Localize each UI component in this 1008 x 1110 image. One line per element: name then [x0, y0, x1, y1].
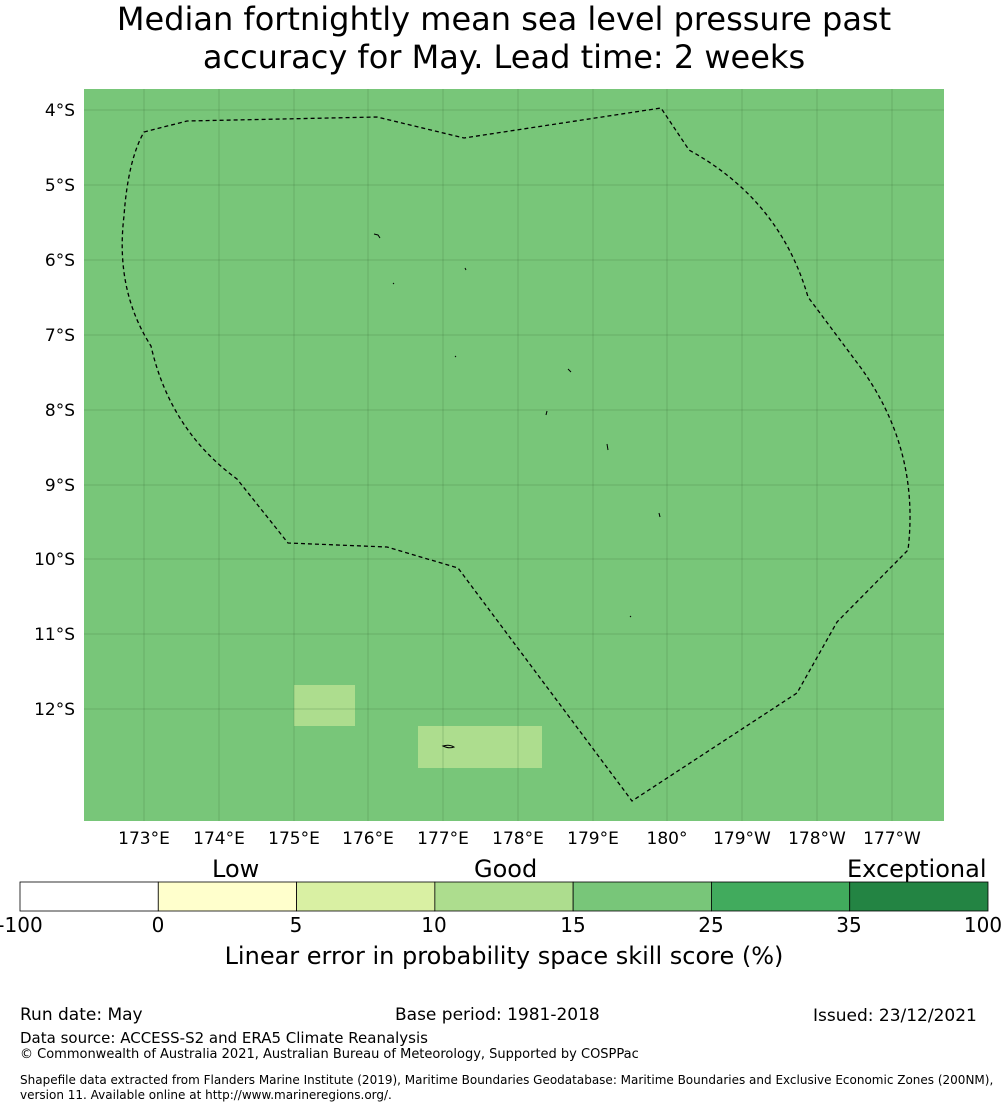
- colorbar-title: Linear error in probability space skill …: [224, 942, 784, 970]
- island: [441, 744, 456, 749]
- lon-label: 173°E: [118, 829, 170, 849]
- colorbar-swatch: [296, 881, 436, 912]
- lon-label: 179°E: [567, 829, 619, 849]
- colorbar-swatch: [711, 881, 851, 912]
- colorbar-swatch: [434, 881, 574, 912]
- colorbar-swatch: [572, 881, 712, 912]
- eez-boundary: [121, 107, 911, 802]
- lon-label: 180°: [647, 829, 688, 849]
- colorbar-tick-label: 0: [151, 913, 165, 937]
- lon-label: 174°E: [193, 829, 245, 849]
- lon-label: 176°E: [342, 829, 394, 849]
- island: [629, 615, 632, 618]
- shapefile-credit: Shapefile data extracted from Flanders M…: [20, 1073, 994, 1102]
- run-date: Run date: May: [20, 1005, 143, 1025]
- colorbar-tick-label: 15: [560, 913, 586, 937]
- lat-label: 8°S: [45, 401, 75, 421]
- colorbar-tick-label: 35: [836, 913, 862, 937]
- lat-label: 9°S: [45, 476, 75, 496]
- graticule: [84, 89, 944, 821]
- colorbar-swatch: [849, 881, 989, 912]
- island: [392, 282, 395, 285]
- lat-label: 12°S: [34, 700, 75, 720]
- island: [454, 355, 457, 358]
- lon-label: 177°W: [863, 829, 921, 849]
- longitude-labels: 173°E 174°E 175°E 176°E 177°E 178°E 179°…: [118, 829, 921, 849]
- skill-anomaly-cell: [418, 726, 542, 768]
- map-background: [84, 89, 944, 821]
- islands: [373, 233, 661, 749]
- lat-label: 5°S: [45, 176, 75, 196]
- lon-label: 175°E: [268, 829, 320, 849]
- colorbar-swatch: [157, 881, 297, 912]
- colorbar-tick-label: -100: [0, 913, 43, 937]
- lon-label: 178°W: [788, 829, 846, 849]
- colorbar-swatch: [19, 881, 159, 912]
- island: [606, 443, 609, 451]
- colorbar-tick-label: 25: [698, 913, 724, 937]
- lon-label: 179°W: [713, 829, 771, 849]
- lat-label: 4°S: [45, 101, 75, 121]
- colorbar-low-label: Low: [212, 855, 260, 883]
- island: [464, 267, 467, 271]
- data-source: Data source: ACCESS-S2 and ERA5 Climate …: [20, 1029, 428, 1047]
- lat-label: 7°S: [45, 326, 75, 346]
- colorbar-tick-label: 10: [421, 913, 447, 937]
- copyright: © Commonwealth of Australia 2021, Austra…: [20, 1047, 639, 1062]
- map-title: Median fortnightly mean sea level pressu…: [0, 0, 1008, 76]
- colorbar-tick-label: 100: [963, 913, 1003, 937]
- title-line-2: accuracy for May. Lead time: 2 weeks: [202, 38, 806, 76]
- title-line-1: Median fortnightly mean sea level pressu…: [116, 0, 892, 38]
- colorbar-tick-label: 5: [289, 913, 303, 937]
- lat-label: 10°S: [34, 550, 75, 570]
- lon-label: 177°E: [417, 829, 469, 849]
- island: [545, 410, 548, 416]
- issued-date: Issued: 23/12/2021: [813, 1006, 977, 1026]
- colorbar-exceptional-label: Exceptional: [847, 855, 987, 883]
- island: [567, 368, 572, 373]
- latitude-labels: 4°S 5°S 6°S 7°S 8°S 9°S 10°S 11°S 12°S: [34, 101, 75, 720]
- colorbar-good-label: Good: [474, 855, 538, 883]
- colorbar: [19, 881, 989, 912]
- island: [658, 512, 661, 518]
- island: [373, 233, 381, 239]
- lon-label: 178°E: [492, 829, 544, 849]
- lat-label: 6°S: [45, 251, 75, 271]
- lat-label: 11°S: [34, 625, 75, 645]
- base-period: Base period: 1981-2018: [395, 1005, 600, 1025]
- skill-anomaly-cell: [294, 685, 355, 726]
